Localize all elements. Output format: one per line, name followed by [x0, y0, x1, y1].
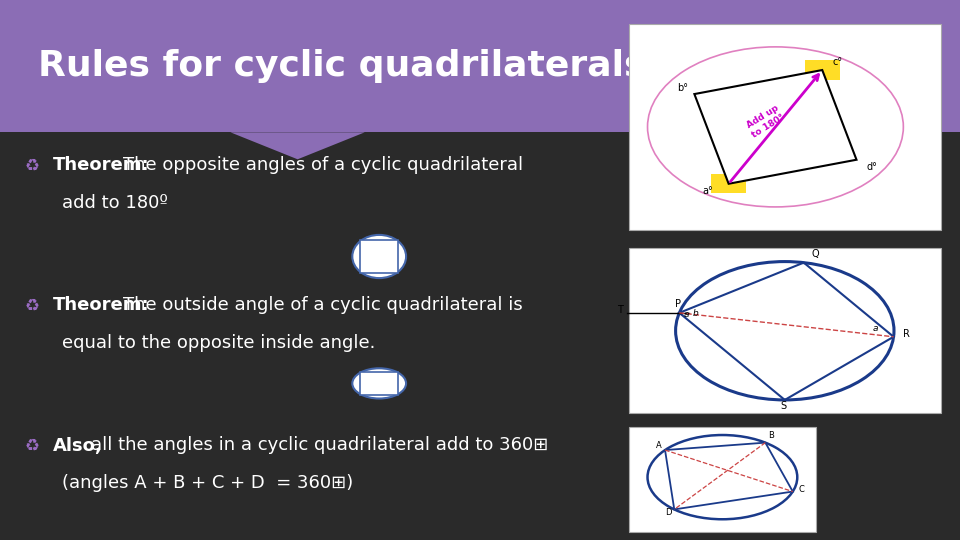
Text: b°: b° [678, 83, 688, 92]
Text: equal to the opposite inside angle.: equal to the opposite inside angle. [62, 334, 375, 352]
Text: D: D [664, 508, 671, 517]
Text: The opposite angles of a cyclic quadrilateral: The opposite angles of a cyclic quadrila… [123, 156, 523, 174]
Text: B: B [768, 431, 774, 440]
Text: a: a [684, 310, 688, 319]
Ellipse shape [676, 261, 894, 400]
Text: (angles A + B + C + D  = 360⊞): (angles A + B + C + D = 360⊞) [62, 474, 353, 492]
Polygon shape [804, 60, 839, 80]
Text: b: b [693, 308, 699, 318]
Text: Add up
to 180°: Add up to 180° [745, 104, 786, 139]
Ellipse shape [647, 47, 903, 207]
Text: S: S [780, 401, 786, 410]
FancyBboxPatch shape [360, 240, 398, 273]
Text: ♻: ♻ [24, 156, 39, 174]
Text: Also,: Also, [53, 436, 103, 455]
Ellipse shape [647, 435, 798, 519]
Text: A: A [656, 441, 661, 450]
Text: a°: a° [702, 186, 713, 197]
Text: The outside angle of a cyclic quadrilateral is: The outside angle of a cyclic quadrilate… [123, 296, 522, 314]
FancyBboxPatch shape [360, 372, 398, 395]
Text: Theorem:: Theorem: [53, 296, 150, 314]
Text: P: P [675, 300, 681, 309]
Text: Rules for cyclic quadrilaterals: Rules for cyclic quadrilaterals [38, 49, 646, 83]
Text: c°: c° [832, 57, 843, 68]
Text: add to 180º: add to 180º [62, 193, 168, 212]
Ellipse shape [352, 235, 406, 278]
Text: ♻: ♻ [24, 296, 39, 314]
FancyBboxPatch shape [629, 24, 941, 230]
Text: d°: d° [867, 163, 877, 172]
Text: Q: Q [811, 249, 819, 259]
FancyBboxPatch shape [0, 0, 960, 132]
Polygon shape [230, 132, 365, 159]
Text: C: C [799, 484, 804, 494]
Polygon shape [694, 70, 856, 184]
Text: T: T [617, 305, 623, 315]
Text: R: R [903, 329, 910, 339]
Polygon shape [711, 174, 746, 193]
Text: Theorem:: Theorem: [53, 156, 150, 174]
FancyBboxPatch shape [629, 427, 816, 532]
Text: ♻: ♻ [24, 436, 39, 455]
FancyBboxPatch shape [629, 248, 941, 413]
Text: a: a [873, 325, 878, 333]
Ellipse shape [352, 368, 406, 399]
Text: all the angles in a cyclic quadrilateral add to 360⊞: all the angles in a cyclic quadrilateral… [91, 436, 548, 455]
